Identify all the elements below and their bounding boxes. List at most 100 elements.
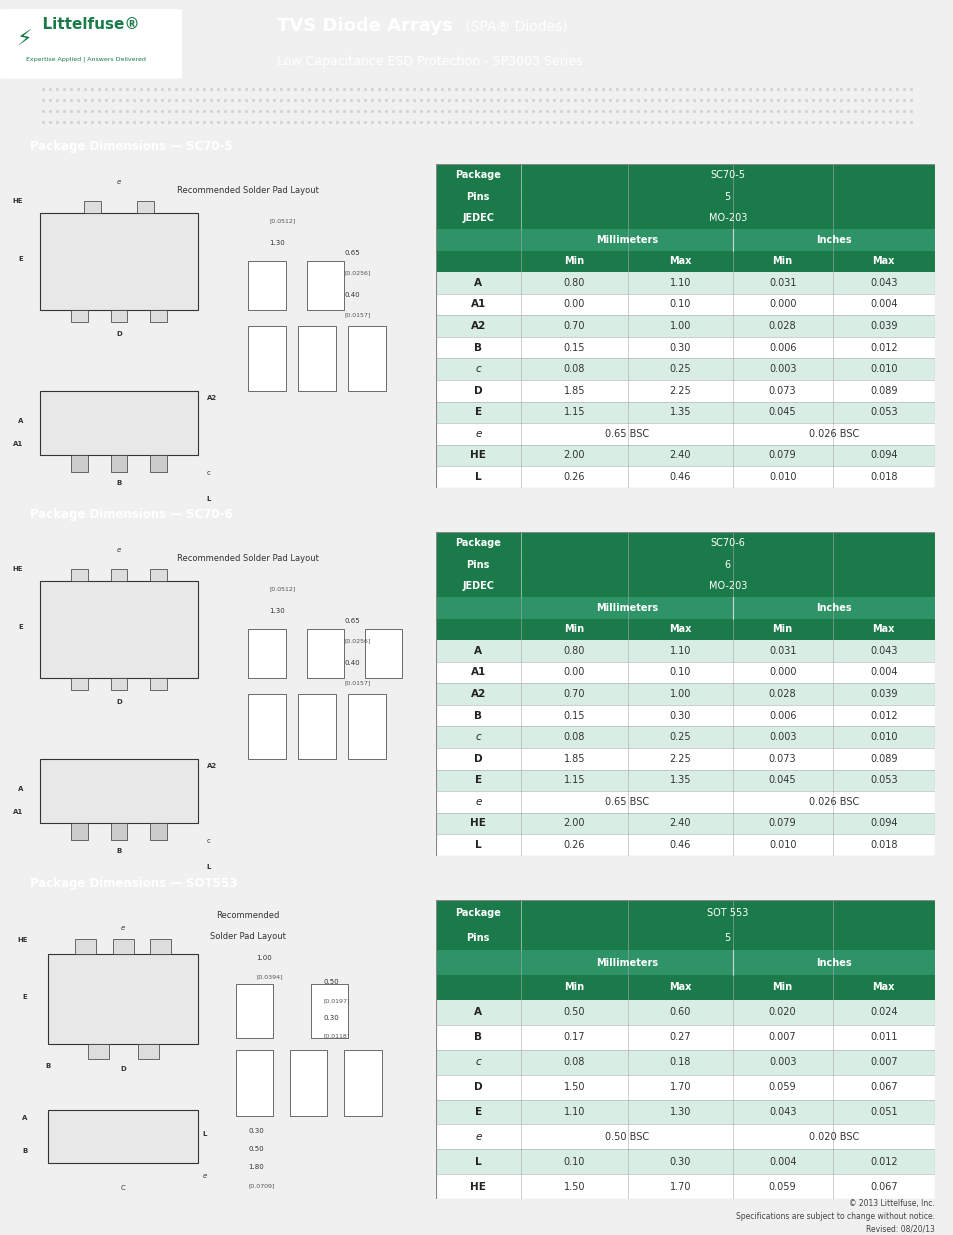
Text: 0.079: 0.079 <box>768 819 796 829</box>
Text: [0.0709]: [0.0709] <box>248 1183 274 1188</box>
Text: 0.08: 0.08 <box>563 1057 584 1067</box>
Bar <box>151 824 167 840</box>
Bar <box>436 445 934 467</box>
Text: Recommended: Recommended <box>216 910 279 920</box>
Text: 6: 6 <box>724 559 730 569</box>
Text: 0.012: 0.012 <box>869 342 897 353</box>
Text: 1.30: 1.30 <box>269 608 285 614</box>
Bar <box>436 705 934 726</box>
Text: 0.006: 0.006 <box>768 342 796 353</box>
Text: A2: A2 <box>207 763 216 769</box>
Bar <box>436 337 934 358</box>
Text: 0.089: 0.089 <box>869 385 897 395</box>
Bar <box>111 310 128 321</box>
Bar <box>365 630 402 678</box>
Text: 0.25: 0.25 <box>669 732 691 742</box>
Bar <box>111 824 128 840</box>
Bar <box>248 326 286 390</box>
Text: 0.30: 0.30 <box>248 1129 264 1135</box>
Text: E: E <box>18 257 23 262</box>
Text: 0.094: 0.094 <box>869 819 897 829</box>
Text: [0.0197]: [0.0197] <box>323 998 350 1003</box>
Bar <box>298 326 335 390</box>
Bar <box>436 900 934 925</box>
Text: [0.0256]: [0.0256] <box>344 270 370 275</box>
Text: 5: 5 <box>724 191 730 201</box>
Text: 0.65 BSC: 0.65 BSC <box>604 797 648 806</box>
Bar <box>235 984 273 1037</box>
Text: © 2013 Littelfuse, Inc.
Specifications are subject to change without notice.
Rev: © 2013 Littelfuse, Inc. Specifications a… <box>735 1199 934 1234</box>
Bar <box>436 207 934 228</box>
Text: 0.031: 0.031 <box>768 278 796 288</box>
Text: 0.043: 0.043 <box>768 1107 796 1116</box>
Text: 0.026 BSC: 0.026 BSC <box>808 429 858 438</box>
Text: HE: HE <box>17 937 28 944</box>
Text: A2: A2 <box>470 689 485 699</box>
Text: 0.26: 0.26 <box>563 472 584 482</box>
Bar <box>436 1000 934 1025</box>
Text: E: E <box>23 994 28 1000</box>
Text: 0.007: 0.007 <box>768 1032 796 1042</box>
Text: Inches: Inches <box>815 957 851 967</box>
Text: [0.0157]: [0.0157] <box>344 312 370 317</box>
Text: 2.00: 2.00 <box>563 451 584 461</box>
Text: Package: Package <box>455 538 500 548</box>
Bar <box>436 272 934 294</box>
Text: Pins: Pins <box>466 191 490 201</box>
Text: Min: Min <box>563 625 584 635</box>
Text: A: A <box>22 1115 28 1121</box>
Bar <box>436 553 934 576</box>
Text: 0.045: 0.045 <box>768 776 796 785</box>
Text: Max: Max <box>872 625 894 635</box>
Text: 0.08: 0.08 <box>563 732 584 742</box>
Bar <box>71 569 88 580</box>
Bar <box>436 294 934 315</box>
Bar <box>436 532 934 553</box>
Text: 0.053: 0.053 <box>869 776 897 785</box>
Text: 0.10: 0.10 <box>669 667 690 678</box>
Text: D: D <box>474 1082 482 1092</box>
Bar <box>436 976 934 1000</box>
Bar <box>436 164 934 185</box>
Text: 0.043: 0.043 <box>869 646 897 656</box>
Bar <box>40 758 198 824</box>
Text: 0.043: 0.043 <box>869 278 897 288</box>
Text: e: e <box>117 179 121 185</box>
Text: 0.094: 0.094 <box>869 451 897 461</box>
Text: 0.039: 0.039 <box>869 689 897 699</box>
Text: 0.004: 0.004 <box>768 1157 796 1167</box>
Text: 0.059: 0.059 <box>768 1182 796 1192</box>
Text: L: L <box>475 472 481 482</box>
Bar <box>436 792 934 813</box>
Text: 0.053: 0.053 <box>869 408 897 417</box>
Text: A1: A1 <box>470 299 485 310</box>
Text: c: c <box>475 732 480 742</box>
Text: Pins: Pins <box>466 559 490 569</box>
Bar <box>235 1050 273 1115</box>
Text: JEDEC: JEDEC <box>462 582 494 592</box>
Bar <box>40 212 198 310</box>
Text: Package Dimensions — SC70-5: Package Dimensions — SC70-5 <box>30 141 233 153</box>
Text: E: E <box>475 776 481 785</box>
Text: 0.10: 0.10 <box>669 299 690 310</box>
Text: 0.004: 0.004 <box>869 299 897 310</box>
Bar <box>151 310 167 321</box>
Text: A1: A1 <box>13 441 23 447</box>
Text: 2.25: 2.25 <box>669 385 691 395</box>
Text: TVS Diode Arrays: TVS Diode Arrays <box>276 17 452 36</box>
Text: Package Dimensions — SOT553: Package Dimensions — SOT553 <box>30 877 237 889</box>
Text: 1.85: 1.85 <box>563 753 584 763</box>
Text: 0.003: 0.003 <box>768 1057 796 1067</box>
Text: Package: Package <box>455 908 500 918</box>
Bar <box>111 456 128 472</box>
Text: [0.0394]: [0.0394] <box>256 974 283 979</box>
Text: 0.010: 0.010 <box>869 732 897 742</box>
Bar <box>151 939 171 955</box>
Text: 0.50: 0.50 <box>248 1146 264 1152</box>
Text: 5: 5 <box>724 932 730 942</box>
Text: 0.006: 0.006 <box>768 710 796 721</box>
Text: Low Capacitance ESD Protection - SP3003 Series: Low Capacitance ESD Protection - SP3003 … <box>276 54 581 68</box>
Text: B: B <box>116 847 122 853</box>
Text: SOT 553: SOT 553 <box>706 908 748 918</box>
Text: Max: Max <box>872 257 894 267</box>
